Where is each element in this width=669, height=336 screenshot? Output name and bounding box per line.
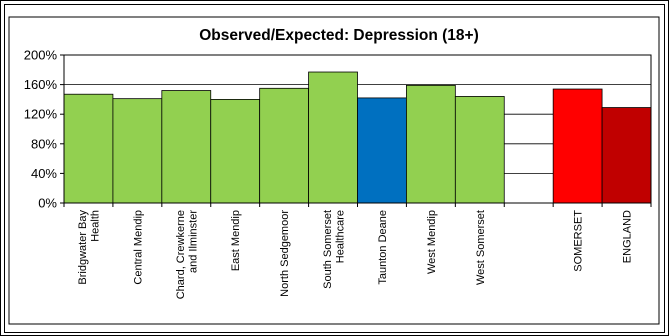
x-tick-label-line: Chard, Crewkerne xyxy=(175,210,187,299)
x-tick-label-line: and Ilminster xyxy=(188,210,200,273)
y-tick-label: 40% xyxy=(31,166,57,181)
x-tick-label-line: Bridgwater Bay xyxy=(77,210,89,285)
x-tick-label-line: Central Mendip xyxy=(132,210,144,285)
x-tick-label: North Sedgemoor xyxy=(279,210,291,297)
x-tick-label: ENGLAND xyxy=(622,210,634,263)
x-tick-label: West Somerset xyxy=(475,210,487,285)
x-tick-label-line: West Somerset xyxy=(475,210,487,285)
bar xyxy=(161,90,212,204)
x-tick-label: South Somerset Healthcare xyxy=(322,210,347,289)
y-tick-label: 0% xyxy=(38,196,57,211)
x-tick-label-line: ENGLAND xyxy=(622,210,634,263)
bar xyxy=(357,97,407,204)
x-tick-label-line: East Mendip xyxy=(230,210,242,271)
x-tick-label: Central Mendip xyxy=(132,210,144,285)
bar xyxy=(406,84,456,204)
y-axis: 0% 40% 80% 120% 160% 200% xyxy=(24,48,64,211)
bar xyxy=(454,96,505,204)
y-tick-label: 120% xyxy=(24,107,58,122)
x-tick-label-line: Taunton Deane xyxy=(377,210,389,285)
y-tick-label: 80% xyxy=(31,136,57,151)
bar xyxy=(112,98,163,204)
x-tick-label: Bridgwater Bay Health xyxy=(77,210,102,285)
x-tick-label: Taunton Deane xyxy=(377,210,389,285)
x-tick-label-line: Healthcare xyxy=(334,210,346,263)
bars xyxy=(63,71,652,204)
x-tick-label: West Mendip xyxy=(426,210,438,274)
bar xyxy=(259,87,309,204)
x-tick-label: Chard, Crewkerne and Ilminster xyxy=(175,210,200,300)
bar xyxy=(601,107,652,204)
bar xyxy=(210,99,261,204)
x-axis: Bridgwater Bay Health Central Mendip Chard,… xyxy=(63,203,652,300)
x-tick-label-line: SOMERSET xyxy=(573,210,585,272)
bar xyxy=(63,93,114,204)
x-tick-label: SOMERSET xyxy=(573,210,585,272)
x-tick-label-line: West Mendip xyxy=(426,210,438,274)
x-tick-label-line: North Sedgemoor xyxy=(279,210,291,297)
bar xyxy=(308,71,358,204)
bar xyxy=(552,88,603,204)
x-tick-label-line: Health xyxy=(90,210,102,242)
x-tick-label: East Mendip xyxy=(230,210,242,271)
chart-frame-inner xyxy=(4,4,665,333)
x-tick-label-line: South Somerset xyxy=(322,210,334,289)
y-tick-label: 200% xyxy=(24,48,58,63)
chart-title: Observed/Expected: Depression (18+) xyxy=(199,27,479,44)
y-tick-label: 160% xyxy=(24,77,58,92)
